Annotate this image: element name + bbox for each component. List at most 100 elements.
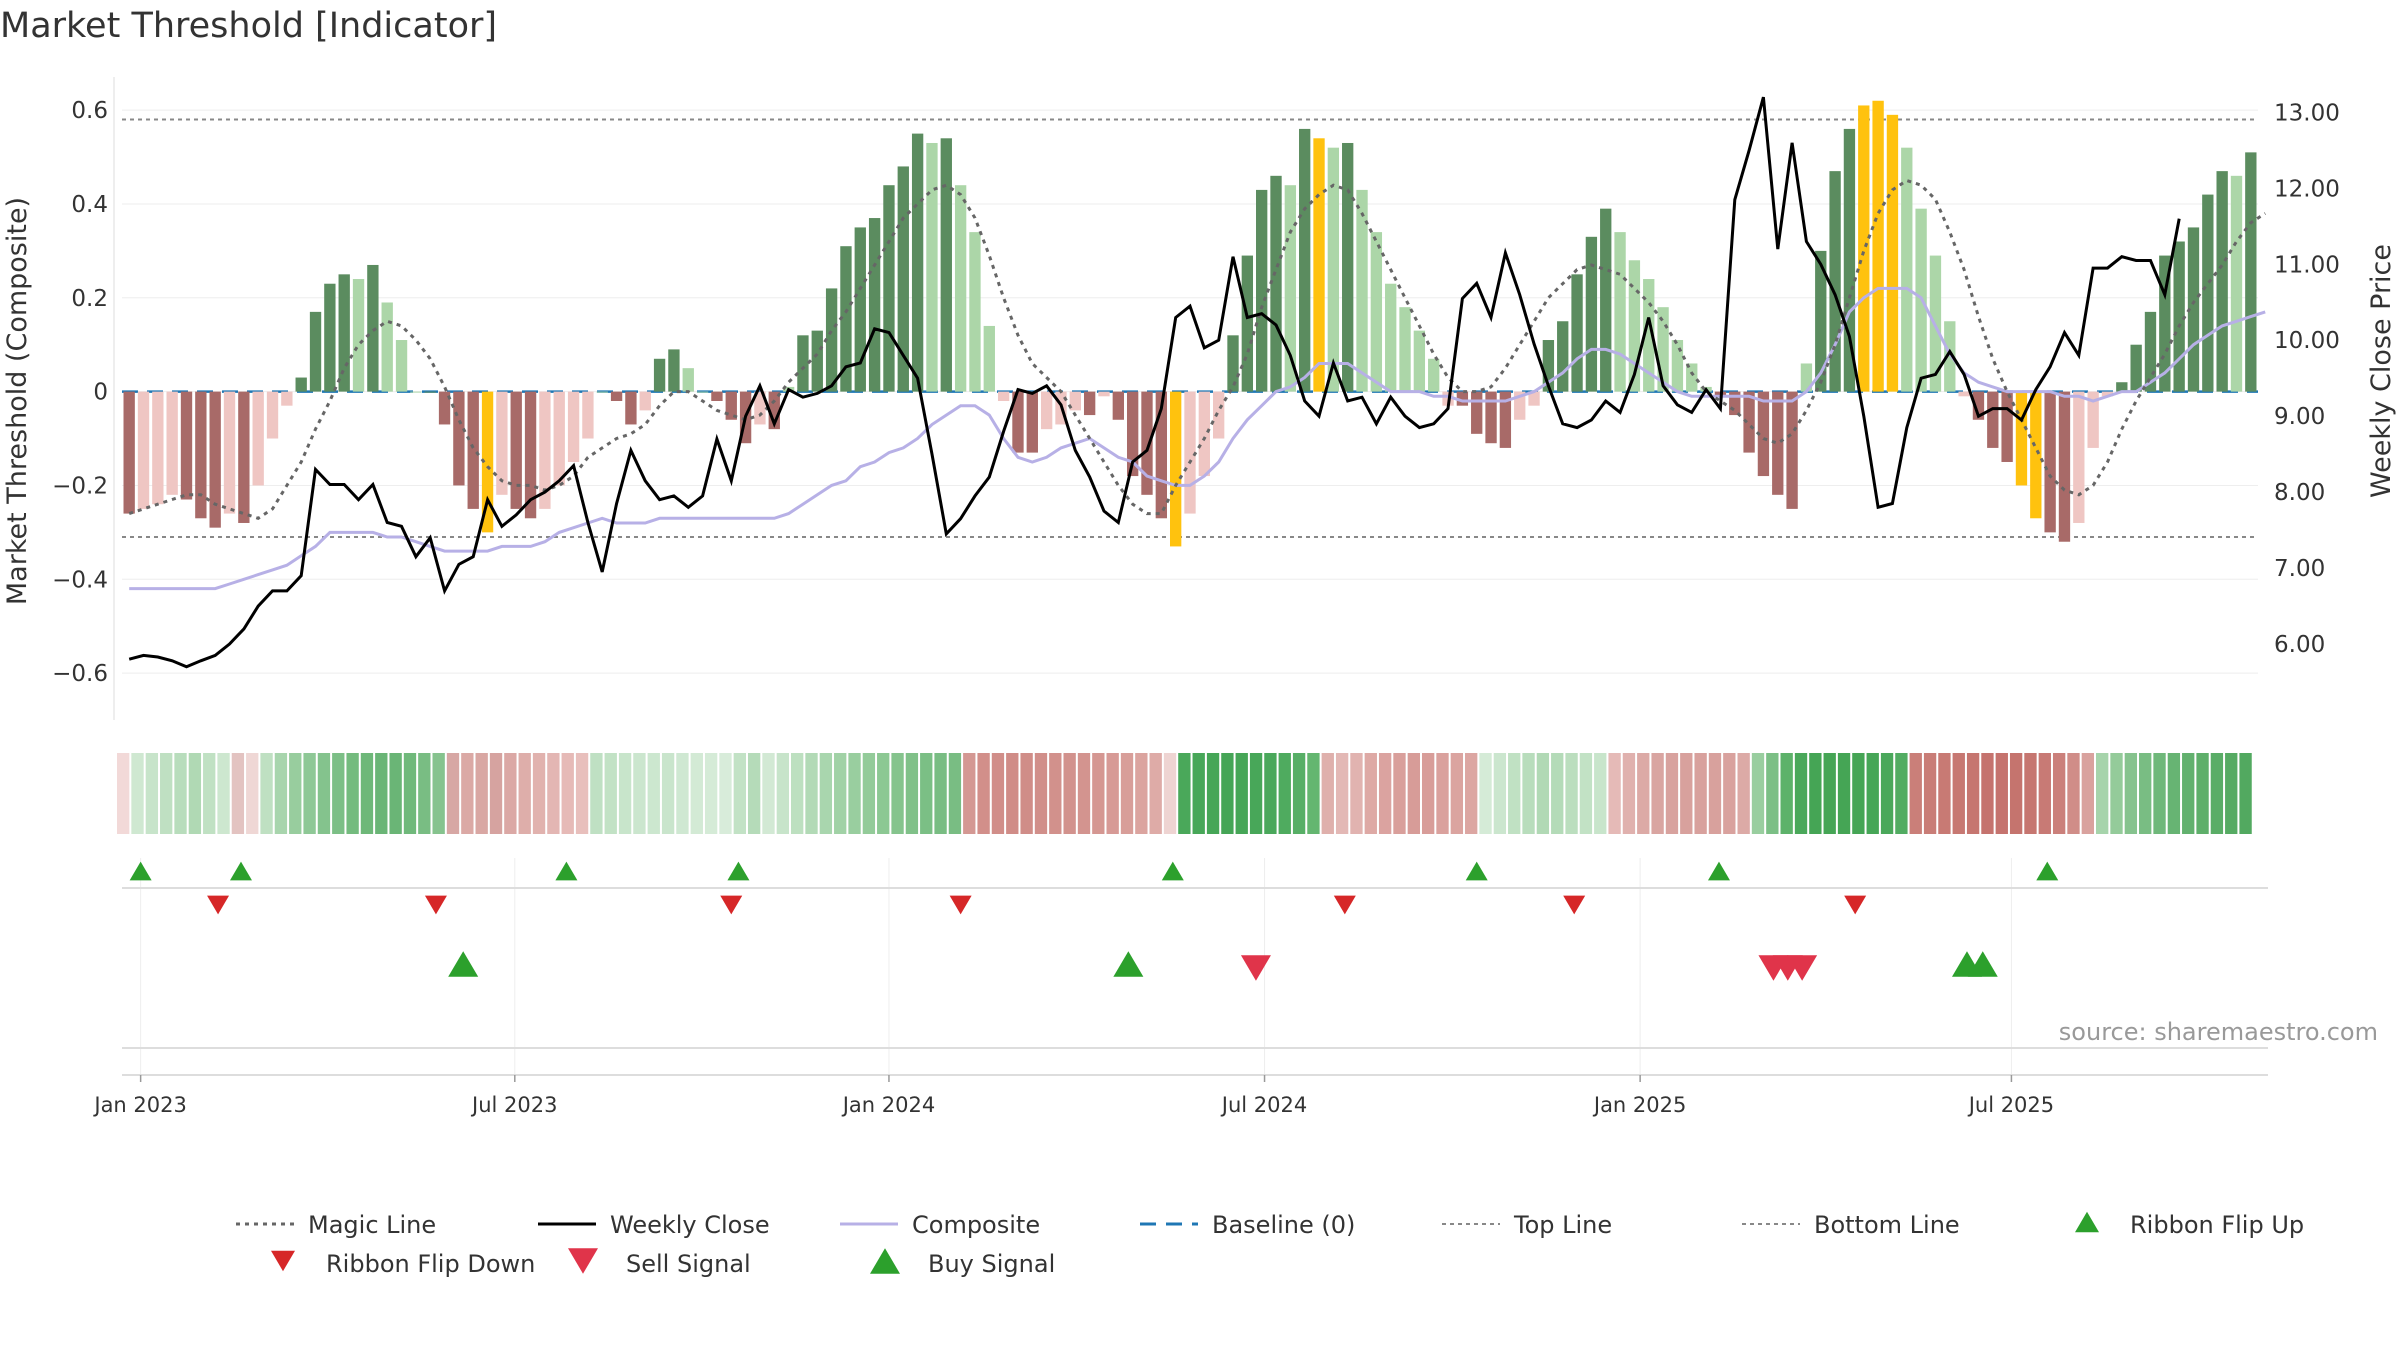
ribbon-cell	[575, 753, 589, 834]
ribbon-cell	[332, 753, 345, 834]
composite-bar	[2187, 227, 2200, 392]
legend-item: Baseline (0)	[1140, 1211, 1355, 1239]
ribbon-cell	[963, 753, 976, 834]
ribbon-cell	[991, 753, 1005, 834]
ribbon-cell	[446, 753, 460, 834]
right-tick-label: 8.00	[2274, 480, 2325, 506]
ribbon-flip-down-marker	[1563, 895, 1586, 915]
composite-bar	[1499, 391, 1512, 448]
composite-bar	[1987, 391, 1999, 448]
ribbon-cell	[1895, 753, 1908, 834]
sell-signal-marker	[1240, 955, 1271, 981]
legend-swatch-triangle-down	[568, 1248, 598, 1274]
composite-bar	[725, 391, 737, 420]
composite-bar	[152, 391, 164, 505]
ribbon-cell	[1393, 753, 1406, 834]
composite-bar	[1256, 189, 1268, 392]
ribbon-cell	[690, 753, 703, 834]
composite-bar	[2030, 391, 2042, 519]
ribbon-cell	[1178, 753, 1191, 834]
composite-bar	[1184, 391, 1196, 514]
ribbon-cell	[1665, 753, 1679, 834]
right-tick-label: 11.00	[2274, 252, 2340, 278]
composite-bar	[1169, 391, 1182, 547]
composite-bar	[1026, 391, 1038, 453]
ribbon-cell	[719, 753, 732, 834]
ribbon-cell	[1608, 753, 1621, 834]
composite-bar	[367, 264, 379, 392]
ribbon-cell	[2210, 753, 2224, 834]
composite-bar	[1671, 340, 1684, 392]
composite-bar	[1428, 358, 1440, 392]
composite-bar	[997, 391, 1010, 401]
ribbon-cell	[1751, 753, 1765, 834]
composite-bar	[539, 391, 551, 509]
composite-bar	[1901, 147, 1913, 392]
ribbon-cell	[160, 753, 173, 834]
ribbon-cell	[633, 753, 646, 834]
ribbon-cell	[1880, 753, 1894, 834]
source-label: source: sharemaestro.com	[2059, 1018, 2378, 1046]
composite-bar	[1413, 330, 1426, 392]
ribbon-cell	[1923, 753, 1937, 834]
weekly-close-line	[128, 96, 2181, 669]
ribbon-cell	[1364, 753, 1377, 834]
ribbon-cell	[1034, 753, 1048, 834]
legend-item: Ribbon Flip Down	[271, 1250, 535, 1278]
ribbon-cell	[203, 753, 216, 834]
composite-bar	[2130, 344, 2142, 392]
composite-bar	[1385, 283, 1397, 392]
composite-bar	[1772, 391, 1784, 495]
ribbon-cell	[1350, 753, 1363, 834]
composite-bar	[1600, 208, 1612, 392]
ribbon-cell	[1694, 753, 1707, 834]
ribbon-cell	[1708, 753, 1722, 834]
composite-bar	[883, 185, 895, 392]
ribbon-cell	[2225, 753, 2238, 834]
left-tick-label: −0.6	[52, 661, 108, 687]
sell-signal-marker	[1787, 955, 1818, 981]
composite-bar	[510, 391, 522, 509]
composite-bar	[1542, 340, 1555, 392]
ribbon-cell	[1077, 753, 1091, 834]
ribbon-cell	[1465, 753, 1478, 834]
ribbon-cell	[1092, 753, 1105, 834]
composite-bar	[940, 138, 952, 392]
composite-bar	[1284, 185, 1297, 392]
legend-item: Weekly Close	[538, 1211, 770, 1239]
composite-bar	[2044, 391, 2056, 533]
ribbon-cell	[1651, 753, 1664, 834]
ribbon-cell	[246, 753, 259, 834]
composite-bar	[395, 340, 408, 392]
composite-bar	[2144, 311, 2157, 392]
composite-bar	[754, 391, 766, 425]
ribbon-flip-up-marker	[727, 861, 750, 881]
composite-bar	[854, 227, 866, 392]
ribbon-cell	[289, 753, 302, 834]
ribbon-flip-down-marker	[1844, 895, 1867, 915]
composite-bar	[1571, 274, 1583, 392]
composite-bar	[1012, 391, 1024, 453]
composite-bar	[668, 349, 680, 392]
composite-bar	[252, 391, 264, 486]
composite-bar	[2001, 391, 2013, 462]
ribbon-cell	[1321, 753, 1334, 834]
ribbon-cell	[948, 753, 962, 834]
composite-bar	[238, 391, 250, 523]
composite-bar	[1743, 391, 1755, 453]
legend: Magic Line Weekly Close Composite Baseline …	[236, 1211, 2304, 1278]
ribbon-flip-up-marker	[555, 861, 578, 881]
composite-bar	[1083, 391, 1096, 416]
composite-bar	[868, 218, 881, 392]
ribbon-cell	[1794, 753, 1808, 834]
composite-line	[129, 286, 2266, 591]
ribbon-flip-down-marker	[207, 895, 230, 915]
composite-bar	[897, 166, 909, 392]
composite-bar	[180, 391, 193, 500]
ribbon-cell	[2167, 753, 2181, 834]
composite-bar	[324, 283, 336, 392]
ribbon-flip-up-marker	[1465, 861, 1488, 881]
composite-bar	[610, 391, 623, 401]
legend-swatch-triangle-up	[870, 1248, 900, 1274]
ribbon-cell	[819, 753, 833, 834]
